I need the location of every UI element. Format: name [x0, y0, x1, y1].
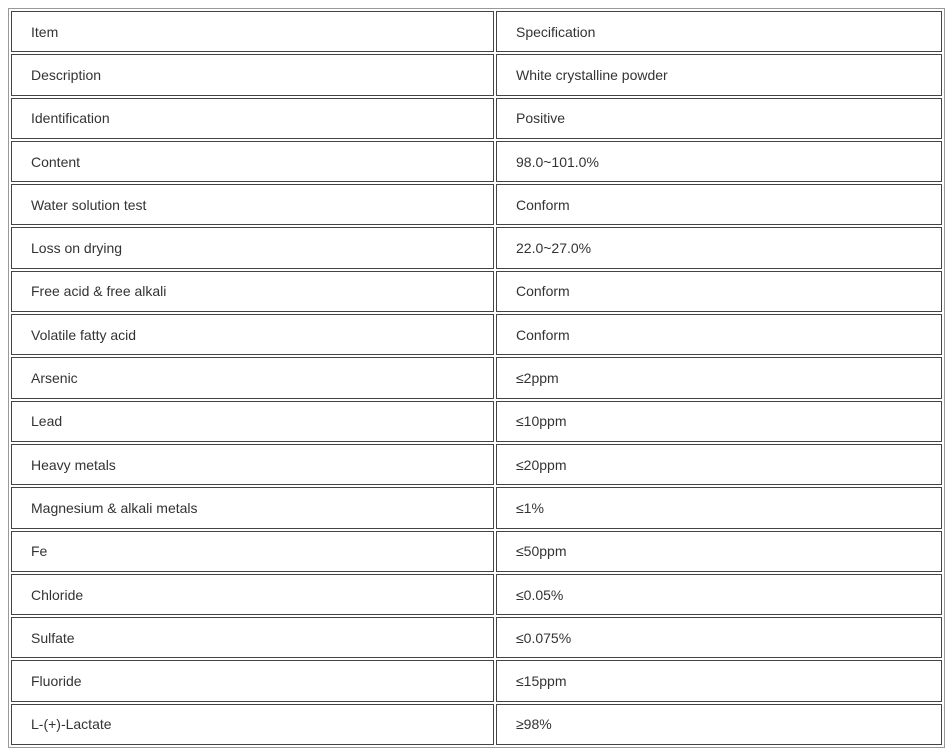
item-cell: Item — [11, 11, 494, 53]
item-cell: Sulfate — [11, 617, 494, 659]
specification-cell: 22.0~27.0% — [496, 227, 942, 269]
specification-cell: ≤20ppm — [496, 443, 942, 486]
specification-cell: Conform — [496, 270, 942, 313]
table-row: Sulfate ≤0.075% — [11, 617, 942, 659]
header-row: Item Specification — [11, 11, 942, 53]
table-row: Loss on drying 22.0~27.0% — [11, 227, 942, 269]
item-cell: Fluoride — [11, 660, 494, 702]
item-cell: Magnesium & alkali metals — [11, 487, 494, 529]
item-cell: L-(+)-Lactate — [11, 703, 494, 746]
table-row: Chloride ≤0.05% — [11, 573, 942, 616]
table-row: Magnesium & alkali metals ≤1% — [11, 487, 942, 529]
specification-cell: 98.0~101.0% — [496, 140, 942, 183]
item-cell: Volatile fatty acid — [11, 314, 494, 356]
table-row: Fe ≤50ppm — [11, 530, 942, 572]
specification-table: Item Specification Description White crysta… — [8, 8, 945, 749]
table-row: Free acid & free alkali Conform — [11, 270, 942, 313]
table-row: Fluoride ≤15ppm — [11, 660, 942, 702]
specification-cell: ≤2ppm — [496, 357, 942, 399]
specification-cell: Conform — [496, 314, 942, 356]
table-row: Content 98.0~101.0% — [11, 140, 942, 183]
specification-cell: ≤0.05% — [496, 573, 942, 616]
specification-cell: ≤15ppm — [496, 660, 942, 702]
specification-cell: ≥98% — [496, 703, 942, 746]
table-row: Arsenic ≤2ppm — [11, 357, 942, 399]
table-row: L-(+)-Lactate ≥98% — [11, 703, 942, 746]
item-cell: Loss on drying — [11, 227, 494, 269]
table-row: Water solution test Conform — [11, 184, 942, 226]
specification-cell: White crystalline powder — [496, 54, 942, 96]
item-cell: Fe — [11, 530, 494, 572]
table-row: Volatile fatty acid Conform — [11, 314, 942, 356]
item-cell: Description — [11, 54, 494, 96]
item-cell: Identification — [11, 97, 494, 139]
item-cell: Content — [11, 140, 494, 183]
item-cell: Lead — [11, 400, 494, 442]
table-row: Description White crystalline powder — [11, 54, 942, 96]
item-cell: Chloride — [11, 573, 494, 616]
item-cell: Free acid & free alkali — [11, 270, 494, 313]
table-row: Lead ≤10ppm — [11, 400, 942, 442]
table-row: Identification Positive — [11, 97, 942, 139]
specification-cell: ≤50ppm — [496, 530, 942, 572]
item-cell: Arsenic — [11, 357, 494, 399]
item-cell: Water solution test — [11, 184, 494, 226]
specification-cell: Positive — [496, 97, 942, 139]
specification-cell: ≤1% — [496, 487, 942, 529]
table-row: Heavy metals ≤20ppm — [11, 443, 942, 486]
specification-cell: Conform — [496, 184, 942, 226]
specification-cell: Specification — [496, 11, 942, 53]
item-cell: Heavy metals — [11, 443, 494, 486]
specification-cell: ≤10ppm — [496, 400, 942, 442]
specification-cell: ≤0.075% — [496, 617, 942, 659]
